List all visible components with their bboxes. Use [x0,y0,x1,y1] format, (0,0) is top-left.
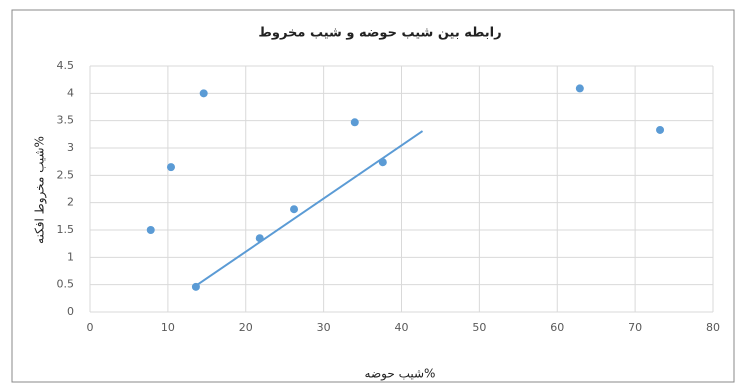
y-tick-label: 4.5 [57,59,75,72]
y-tick-label: 0 [67,305,74,318]
point [166,163,175,172]
point [575,84,584,93]
point [378,158,387,167]
x-tick-label: 70 [628,321,642,334]
y-tick-label: 2.5 [57,168,75,181]
y-tick-label: 4 [67,86,74,99]
point [199,89,208,98]
point [656,125,665,134]
point [350,118,359,127]
x-tick-label: 50 [472,321,486,334]
x-tick-label: 20 [239,321,253,334]
y-tick-label: 1.5 [57,223,75,236]
x-tick-label: 40 [395,321,409,334]
y-tick-label: 2 [67,196,74,209]
x-tick-label: 60 [550,321,564,334]
x-tick-label: 80 [706,321,720,334]
y-tick-label: 0.5 [57,278,75,291]
chart-frame [11,9,735,383]
point [191,282,200,291]
y-axis-label: شیب مخروط افکنه% [33,136,48,244]
x-tick-label: 30 [317,321,331,334]
x-axis-label: شیب حوضه% [365,367,436,382]
y-tick-label: 1 [67,250,74,263]
point [255,234,264,243]
y-tick-label: 3 [67,141,74,154]
x-tick-label: 10 [161,321,175,334]
x-tick-label: 0 [87,321,94,334]
y-tick-label: 3.5 [57,114,75,127]
trendline [196,130,424,287]
chart-title: رابطه بین شیب حوضه و شیب مخروط [258,26,501,41]
point [290,205,299,214]
point [146,226,155,234]
